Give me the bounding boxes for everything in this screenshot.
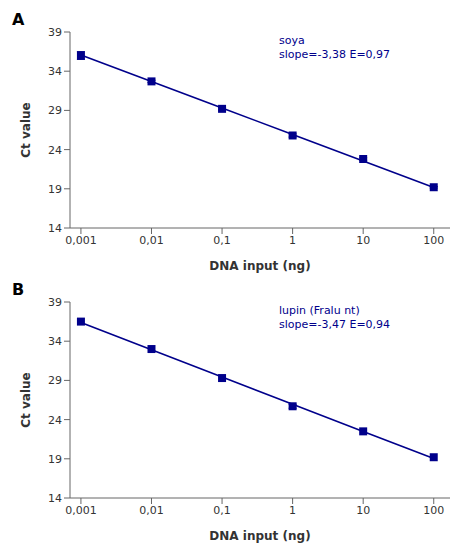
- svg-text:0,01: 0,01: [139, 234, 164, 247]
- svg-text:39: 39: [48, 296, 62, 309]
- svg-text:14: 14: [48, 492, 62, 505]
- svg-text:19: 19: [48, 453, 62, 466]
- svg-text:1: 1: [289, 504, 296, 517]
- svg-text:29: 29: [48, 374, 62, 387]
- svg-text:0,1: 0,1: [213, 504, 231, 517]
- svg-text:DNA input (ng): DNA input (ng): [209, 259, 310, 273]
- svg-text:10: 10: [356, 504, 370, 517]
- svg-text:Ct value: Ct value: [19, 372, 33, 427]
- svg-text:100: 100: [423, 504, 444, 517]
- svg-text:29: 29: [48, 104, 62, 117]
- svg-text:Ct value: Ct value: [19, 102, 33, 157]
- html-text:B: B: [12, 280, 25, 299]
- svg-text:10: 10: [356, 234, 370, 247]
- svg-text:0,001: 0,001: [65, 234, 97, 247]
- svg-text:34: 34: [48, 335, 62, 348]
- svg-text:34: 34: [48, 65, 62, 78]
- html-text:lupin (Fralu nt): lupin (Fralu nt): [279, 304, 360, 317]
- svg-text:0,1: 0,1: [213, 234, 231, 247]
- svg-text:14: 14: [48, 222, 62, 235]
- html-text:A: A: [12, 10, 25, 29]
- svg-text:DNA input (ng): DNA input (ng): [209, 529, 310, 543]
- html-text:soya: soya: [279, 34, 305, 47]
- svg-text:0,01: 0,01: [139, 504, 164, 517]
- svg-text:0,001: 0,001: [65, 504, 97, 517]
- svg-text:19: 19: [48, 183, 62, 196]
- svg-text:100: 100: [423, 234, 444, 247]
- html-text:slope=-3,47 E=0,94: slope=-3,47 E=0,94: [279, 318, 391, 331]
- html-text:slope=-3,38 E=0,97: slope=-3,38 E=0,97: [279, 48, 391, 61]
- svg-text:24: 24: [48, 414, 62, 427]
- svg-text:1: 1: [289, 234, 296, 247]
- svg-text:24: 24: [48, 144, 62, 157]
- svg-text:39: 39: [48, 26, 62, 39]
